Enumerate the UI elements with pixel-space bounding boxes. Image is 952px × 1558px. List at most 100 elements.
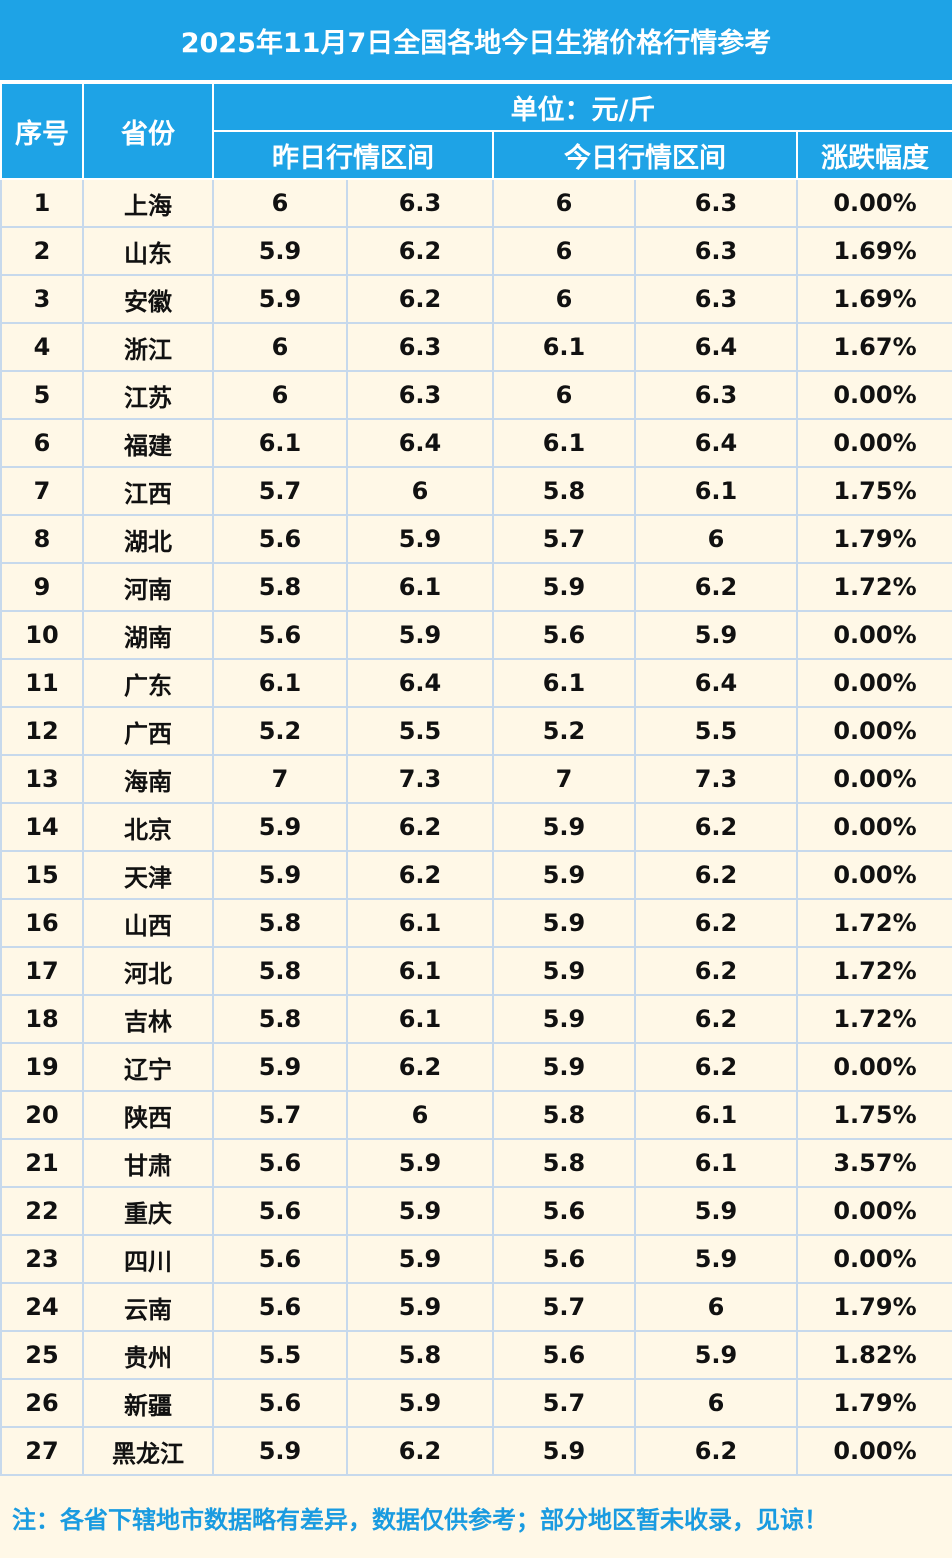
cell-seq: 9 bbox=[0, 562, 84, 612]
cell-today-high: 6 bbox=[634, 514, 798, 564]
cell-yesterday-high: 6.4 bbox=[346, 658, 494, 708]
cell-yesterday-low: 6 bbox=[212, 322, 348, 372]
cell-change: 0.00% bbox=[796, 706, 952, 756]
cell-today-low: 5.6 bbox=[492, 1234, 636, 1284]
cell-change: 1.67% bbox=[796, 322, 952, 372]
header-unit: 单位：元/斤 bbox=[212, 82, 952, 132]
table-row: 1 上海 6 6.3 6 6.3 0.00% bbox=[0, 178, 952, 228]
cell-yesterday-high: 5.8 bbox=[346, 1330, 494, 1380]
cell-province: 重庆 bbox=[82, 1186, 214, 1236]
cell-today-high: 6.3 bbox=[634, 274, 798, 324]
table-row: 6 福建 6.1 6.4 6.1 6.4 0.00% bbox=[0, 418, 952, 468]
table-row: 20 陕西 5.7 6 5.8 6.1 1.75% bbox=[0, 1090, 952, 1140]
cell-yesterday-high: 5.5 bbox=[346, 706, 494, 756]
table-row: 8 湖北 5.6 5.9 5.7 6 1.79% bbox=[0, 514, 952, 564]
table-row: 14 北京 5.9 6.2 5.9 6.2 0.00% bbox=[0, 802, 952, 852]
cell-today-high: 6.2 bbox=[634, 994, 798, 1044]
cell-today-low: 5.9 bbox=[492, 1426, 636, 1476]
cell-yesterday-high: 6.2 bbox=[346, 1042, 494, 1092]
cell-yesterday-low: 5.9 bbox=[212, 226, 348, 276]
cell-seq: 11 bbox=[0, 658, 84, 708]
cell-today-high: 5.9 bbox=[634, 1234, 798, 1284]
cell-seq: 23 bbox=[0, 1234, 84, 1284]
cell-yesterday-low: 5.6 bbox=[212, 1282, 348, 1332]
cell-change: 1.79% bbox=[796, 1282, 952, 1332]
cell-today-low: 5.9 bbox=[492, 994, 636, 1044]
cell-today-low: 5.6 bbox=[492, 1330, 636, 1380]
cell-seq: 12 bbox=[0, 706, 84, 756]
cell-yesterday-low: 5.6 bbox=[212, 1138, 348, 1188]
cell-seq: 13 bbox=[0, 754, 84, 804]
cell-seq: 24 bbox=[0, 1282, 84, 1332]
cell-yesterday-low: 6 bbox=[212, 178, 348, 228]
footnote: 注：各省下辖地市数据略有差异，数据仅供参考；部分地区暂未收录，见谅！ bbox=[12, 1505, 828, 1534]
cell-change: 0.00% bbox=[796, 850, 952, 900]
cell-today-low: 5.8 bbox=[492, 1090, 636, 1140]
cell-today-high: 6 bbox=[634, 1378, 798, 1428]
cell-yesterday-low: 5.8 bbox=[212, 946, 348, 996]
cell-today-high: 6.2 bbox=[634, 946, 798, 996]
cell-today-high: 5.9 bbox=[634, 610, 798, 660]
cell-yesterday-high: 6.1 bbox=[346, 898, 494, 948]
cell-province: 甘肃 bbox=[82, 1138, 214, 1188]
table-row: 15 天津 5.9 6.2 5.9 6.2 0.00% bbox=[0, 850, 952, 900]
cell-today-low: 6 bbox=[492, 274, 636, 324]
cell-yesterday-high: 6.2 bbox=[346, 274, 494, 324]
cell-province: 云南 bbox=[82, 1282, 214, 1332]
cell-today-high: 6.1 bbox=[634, 1090, 798, 1140]
cell-change: 1.72% bbox=[796, 898, 952, 948]
cell-seq: 20 bbox=[0, 1090, 84, 1140]
cell-change: 1.75% bbox=[796, 466, 952, 516]
cell-province: 福建 bbox=[82, 418, 214, 468]
cell-seq: 1 bbox=[0, 178, 84, 228]
cell-change: 0.00% bbox=[796, 1186, 952, 1236]
cell-seq: 16 bbox=[0, 898, 84, 948]
cell-today-high: 6.2 bbox=[634, 802, 798, 852]
cell-change: 0.00% bbox=[796, 370, 952, 420]
cell-today-high: 5.5 bbox=[634, 706, 798, 756]
cell-province: 江苏 bbox=[82, 370, 214, 420]
cell-province: 天津 bbox=[82, 850, 214, 900]
cell-today-low: 5.7 bbox=[492, 1378, 636, 1428]
cell-today-high: 6.2 bbox=[634, 898, 798, 948]
header-yesterday-range: 昨日行情区间 bbox=[212, 130, 494, 180]
cell-province: 广西 bbox=[82, 706, 214, 756]
cell-today-low: 5.7 bbox=[492, 1282, 636, 1332]
cell-today-low: 6.1 bbox=[492, 418, 636, 468]
cell-yesterday-low: 5.9 bbox=[212, 802, 348, 852]
cell-seq: 4 bbox=[0, 322, 84, 372]
cell-province: 吉林 bbox=[82, 994, 214, 1044]
table-row: 19 辽宁 5.9 6.2 5.9 6.2 0.00% bbox=[0, 1042, 952, 1092]
cell-yesterday-high: 6.4 bbox=[346, 418, 494, 468]
header-change: 涨跌幅度 bbox=[796, 130, 952, 180]
table-row: 7 江西 5.7 6 5.8 6.1 1.75% bbox=[0, 466, 952, 516]
cell-province: 江西 bbox=[82, 466, 214, 516]
cell-yesterday-high: 7.3 bbox=[346, 754, 494, 804]
cell-province: 浙江 bbox=[82, 322, 214, 372]
cell-change: 1.69% bbox=[796, 274, 952, 324]
cell-seq: 25 bbox=[0, 1330, 84, 1380]
cell-today-high: 5.9 bbox=[634, 1330, 798, 1380]
cell-yesterday-low: 5.6 bbox=[212, 610, 348, 660]
table-row: 22 重庆 5.6 5.9 5.6 5.9 0.00% bbox=[0, 1186, 952, 1236]
cell-change: 0.00% bbox=[796, 658, 952, 708]
cell-today-low: 5.9 bbox=[492, 802, 636, 852]
table-row: 3 安徽 5.9 6.2 6 6.3 1.69% bbox=[0, 274, 952, 324]
page-title: 2025年11月7日全国各地今日生猪价格行情参考 bbox=[0, 0, 952, 82]
cell-today-low: 7 bbox=[492, 754, 636, 804]
cell-today-high: 6.3 bbox=[634, 178, 798, 228]
cell-yesterday-low: 5.6 bbox=[212, 1234, 348, 1284]
cell-seq: 21 bbox=[0, 1138, 84, 1188]
cell-yesterday-low: 5.9 bbox=[212, 1426, 348, 1476]
cell-yesterday-low: 6.1 bbox=[212, 418, 348, 468]
cell-today-high: 6.4 bbox=[634, 418, 798, 468]
cell-province: 山西 bbox=[82, 898, 214, 948]
table-row: 16 山西 5.8 6.1 5.9 6.2 1.72% bbox=[0, 898, 952, 948]
table-row: 2 山东 5.9 6.2 6 6.3 1.69% bbox=[0, 226, 952, 276]
cell-yesterday-low: 5.6 bbox=[212, 514, 348, 564]
cell-yesterday-low: 5.9 bbox=[212, 850, 348, 900]
cell-yesterday-high: 5.9 bbox=[346, 1138, 494, 1188]
cell-seq: 27 bbox=[0, 1426, 84, 1476]
cell-today-low: 6.1 bbox=[492, 658, 636, 708]
cell-change: 0.00% bbox=[796, 802, 952, 852]
